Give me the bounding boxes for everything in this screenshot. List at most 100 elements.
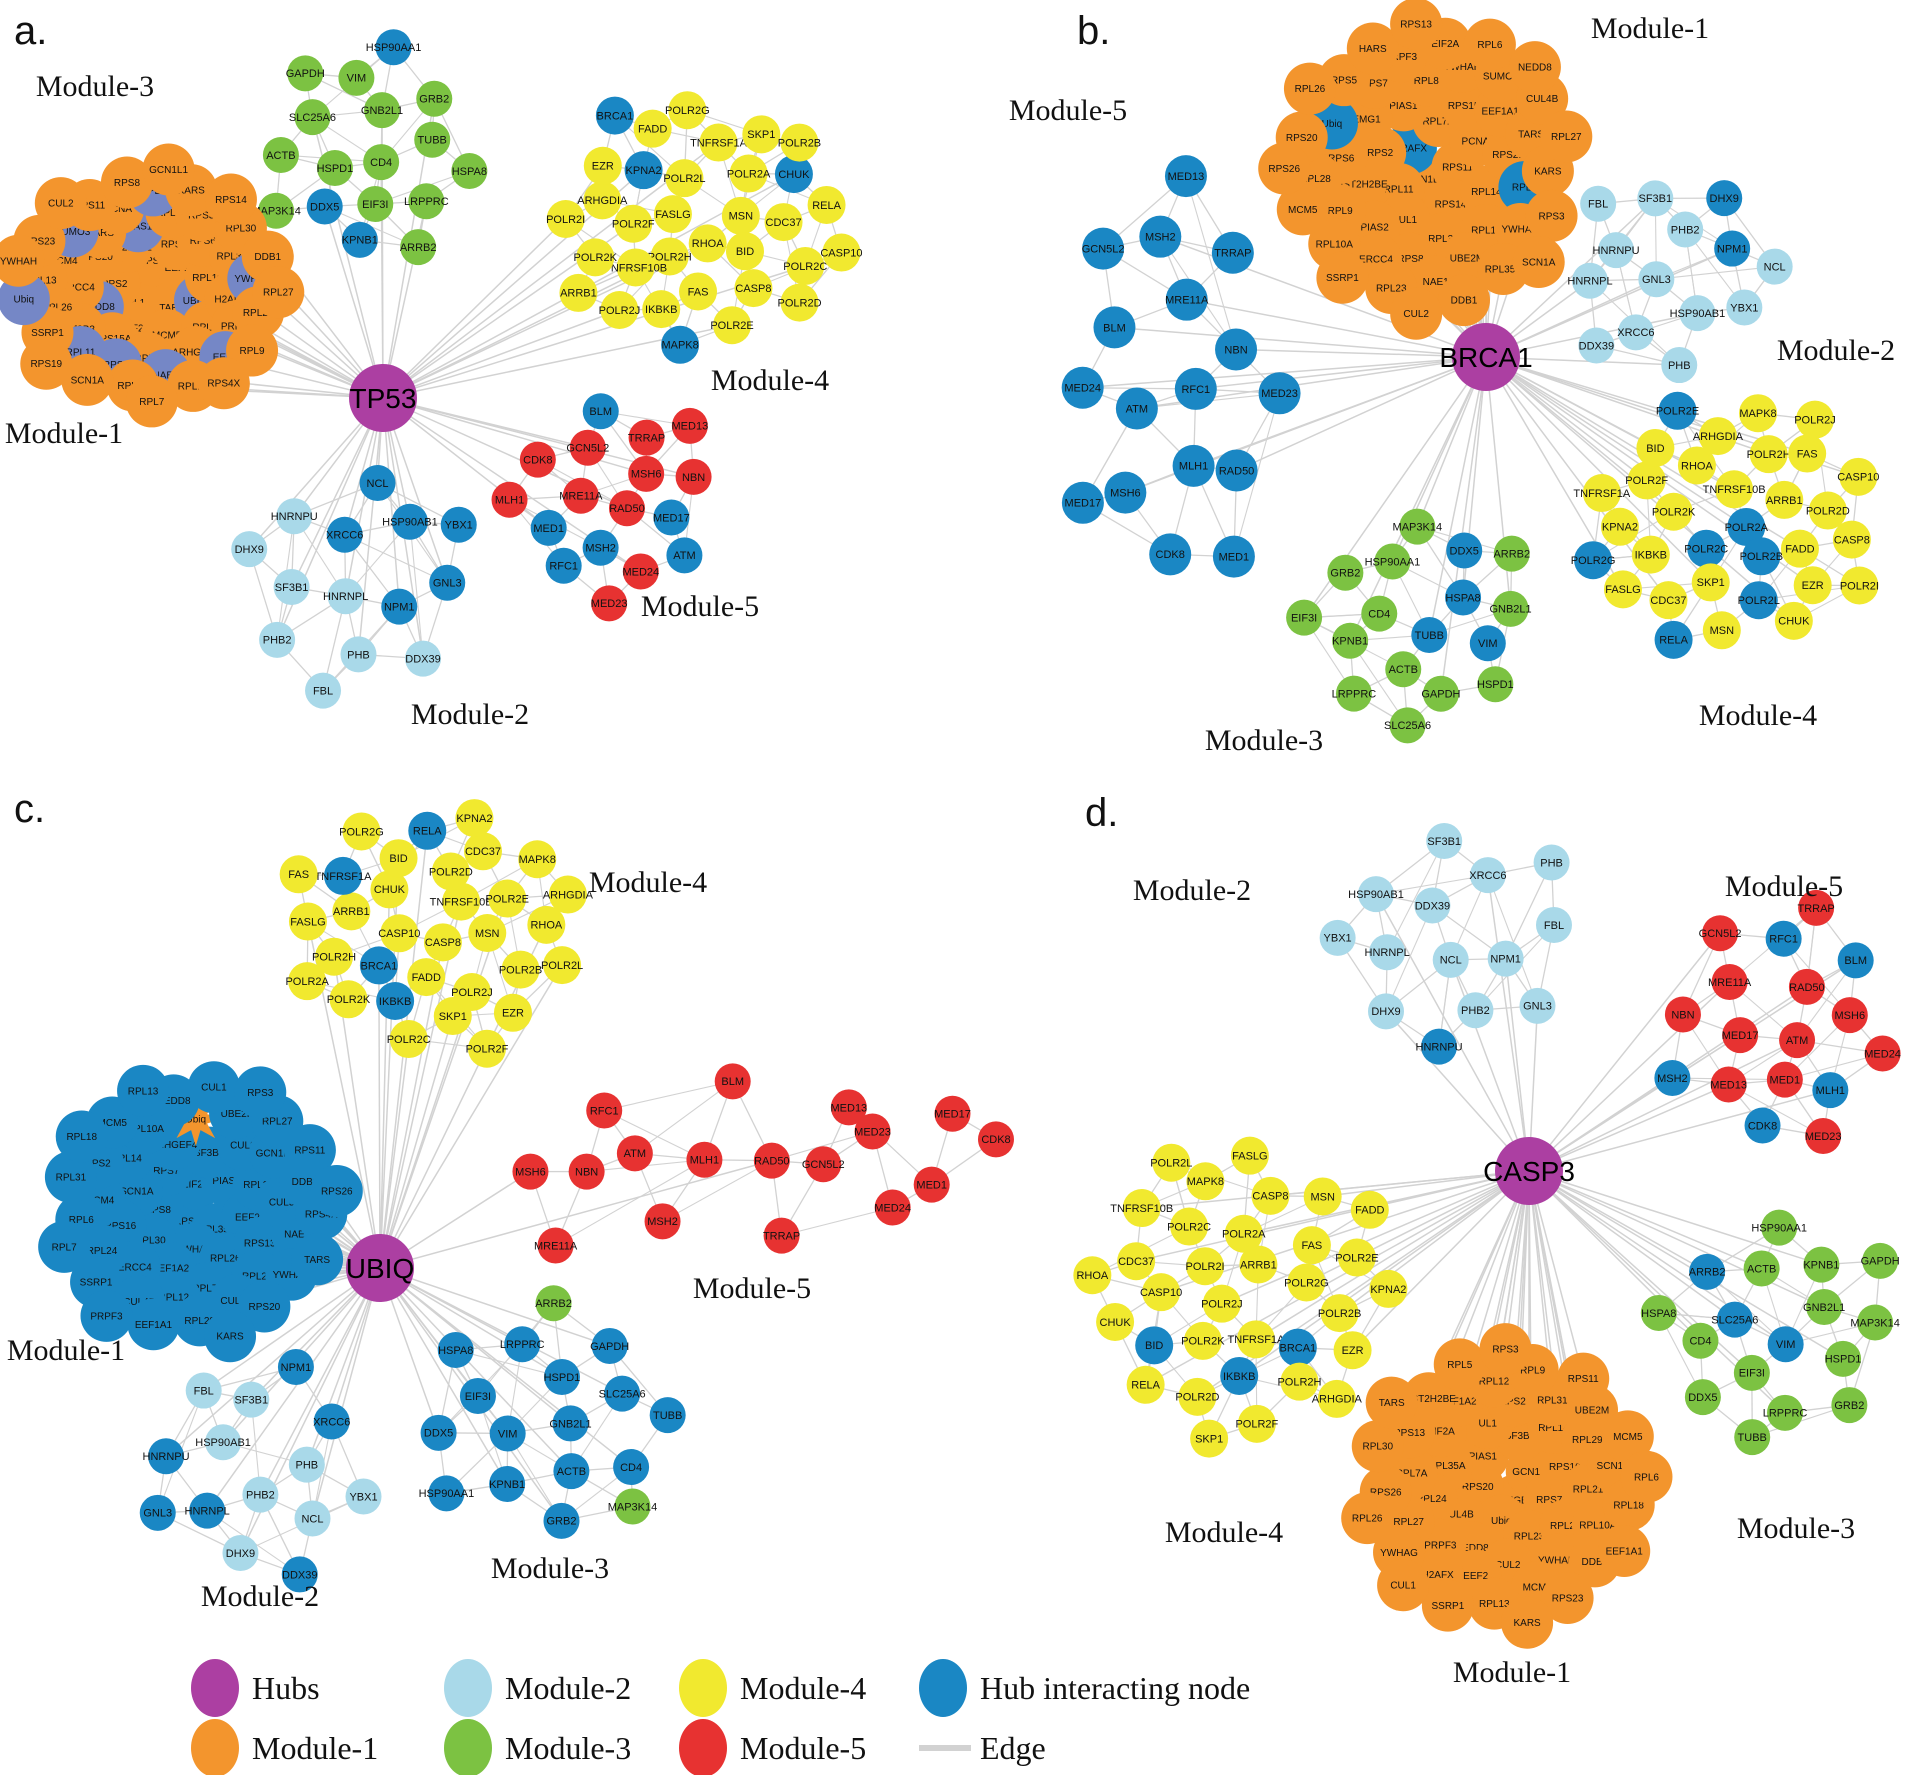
- node-POLR2C[interactable]: [1170, 1207, 1209, 1246]
- node-MLH1[interactable]: [1812, 1072, 1849, 1109]
- node-MRE11A[interactable]: [537, 1227, 574, 1264]
- node-TUBB[interactable]: [1734, 1419, 1771, 1456]
- node-CDC37[interactable]: [463, 832, 502, 871]
- node-RHOA[interactable]: [688, 224, 727, 263]
- node-HSP90AB1[interactable]: [1679, 295, 1716, 332]
- node-POLR2C[interactable]: [786, 246, 825, 285]
- node-BLM[interactable]: [714, 1063, 751, 1100]
- node-RPS20[interactable]: [238, 1280, 291, 1333]
- node-ATM[interactable]: [1115, 387, 1158, 430]
- node-SLC25A6[interactable]: [604, 1375, 641, 1412]
- node-ARHGDIA[interactable]: [583, 181, 622, 220]
- node-RAD50[interactable]: [753, 1142, 790, 1179]
- node-DHX9[interactable]: [1368, 993, 1405, 1030]
- node-PHB2[interactable]: [1667, 211, 1704, 248]
- node-ATM[interactable]: [1779, 1022, 1816, 1059]
- node-PHB2[interactable]: [1457, 992, 1494, 1029]
- node-SF3B1[interactable]: [1637, 180, 1674, 217]
- node-BLM[interactable]: [1837, 942, 1874, 979]
- node-RPS3[interactable]: [1525, 189, 1578, 242]
- node-NCL[interactable]: [294, 1500, 331, 1537]
- node-HNRNPU[interactable]: [1421, 1028, 1458, 1065]
- node-NBN[interactable]: [675, 458, 712, 495]
- node-RPL18[interactable]: [55, 1110, 108, 1163]
- node-XRCC6[interactable]: [1617, 314, 1654, 351]
- node-SSRP1[interactable]: [1316, 251, 1369, 304]
- node-MSH2[interactable]: [644, 1203, 681, 1240]
- node-POLR2D[interactable]: [780, 283, 819, 322]
- node-FBL[interactable]: [1580, 185, 1617, 222]
- node-MLH1[interactable]: [491, 481, 528, 518]
- node-MAPK8[interactable]: [518, 840, 557, 879]
- node-BID[interactable]: [1636, 428, 1675, 467]
- node-EEF1A1[interactable]: [1598, 1525, 1651, 1578]
- node-VIM[interactable]: [1469, 625, 1506, 662]
- node-HSPA8[interactable]: [1445, 579, 1482, 616]
- node-MED1[interactable]: [530, 509, 567, 546]
- node-KPNA2[interactable]: [455, 799, 494, 838]
- node-TNFRSF1A[interactable]: [1582, 474, 1621, 513]
- node-VIM[interactable]: [1767, 1326, 1804, 1363]
- node-CASP8[interactable]: [423, 923, 462, 962]
- node-KPNA2[interactable]: [624, 151, 663, 190]
- node-CD4[interactable]: [1361, 595, 1398, 632]
- node-Ubiq[interactable]: [0, 273, 50, 326]
- node-MCM5[interactable]: [1276, 183, 1329, 236]
- node-POLR2J[interactable]: [1795, 400, 1834, 439]
- node-RPS8[interactable]: [100, 156, 153, 209]
- node-FAS[interactable]: [679, 272, 718, 311]
- node-CD4[interactable]: [1682, 1322, 1719, 1359]
- node-POLR2F[interactable]: [467, 1029, 506, 1068]
- node-VIM[interactable]: [338, 59, 375, 96]
- node-MLH1[interactable]: [1172, 444, 1215, 487]
- node-TNFRSF10B[interactable]: [1715, 470, 1754, 509]
- node-POLR2G[interactable]: [1574, 541, 1613, 580]
- node-GNL3[interactable]: [1638, 261, 1675, 298]
- node-YBX1[interactable]: [1726, 289, 1763, 326]
- node-POLR2L[interactable]: [1152, 1143, 1191, 1182]
- node-RPS13[interactable]: [1390, 0, 1443, 50]
- node-SSRP1[interactable]: [1421, 1579, 1474, 1632]
- node-RPL26[interactable]: [1283, 62, 1336, 115]
- hub-UBIQ[interactable]: [346, 1234, 414, 1302]
- node-CASP8[interactable]: [1251, 1176, 1290, 1215]
- node-CUL2[interactable]: [34, 177, 87, 230]
- node-PHB[interactable]: [288, 1446, 325, 1483]
- node-MAP3K14[interactable]: [258, 192, 295, 229]
- node-RPL6[interactable]: [1463, 18, 1516, 71]
- node-KARS[interactable]: [204, 1310, 257, 1363]
- node-IKBKB[interactable]: [1631, 535, 1670, 574]
- node-BID[interactable]: [725, 232, 764, 271]
- node-MED23[interactable]: [591, 585, 628, 622]
- node-FAS[interactable]: [1292, 1226, 1331, 1265]
- node-GCN5L2[interactable]: [805, 1146, 842, 1183]
- node-IKBKB[interactable]: [376, 981, 415, 1020]
- node-MED17[interactable]: [653, 499, 690, 536]
- node-POLR2I[interactable]: [546, 200, 585, 239]
- node-POLR2B[interactable]: [1742, 537, 1781, 576]
- node-RPL7[interactable]: [38, 1220, 91, 1273]
- node-FADD[interactable]: [1780, 529, 1819, 568]
- node-POLR2K[interactable]: [329, 980, 368, 1019]
- node-GAPDH[interactable]: [287, 55, 324, 92]
- node-SF3B1[interactable]: [1426, 823, 1463, 860]
- node-RPS14[interactable]: [204, 173, 257, 226]
- node-GAPDH[interactable]: [1422, 675, 1459, 712]
- node-ARHGDIA[interactable]: [1698, 417, 1737, 456]
- node-CDK8[interactable]: [977, 1121, 1014, 1158]
- node-CUL1[interactable]: [1377, 1559, 1430, 1612]
- node-CDK8[interactable]: [519, 441, 556, 478]
- hub-CASP3[interactable]: [1495, 1137, 1563, 1205]
- node-GCN5L2[interactable]: [569, 429, 606, 466]
- node-POLR2C[interactable]: [1687, 529, 1726, 568]
- node-MCM5[interactable]: [1601, 1410, 1654, 1463]
- node-TNFRSF10B[interactable]: [442, 882, 481, 921]
- hub-TP53[interactable]: [349, 364, 417, 432]
- node-GRB2[interactable]: [543, 1502, 580, 1539]
- node-DHX9[interactable]: [1706, 180, 1743, 217]
- node-GRB2[interactable]: [416, 80, 453, 117]
- node-ATM[interactable]: [616, 1135, 653, 1172]
- node-RPL27[interactable]: [1540, 110, 1593, 163]
- node-MED13[interactable]: [671, 407, 708, 444]
- node-RPS23[interactable]: [1541, 1571, 1594, 1624]
